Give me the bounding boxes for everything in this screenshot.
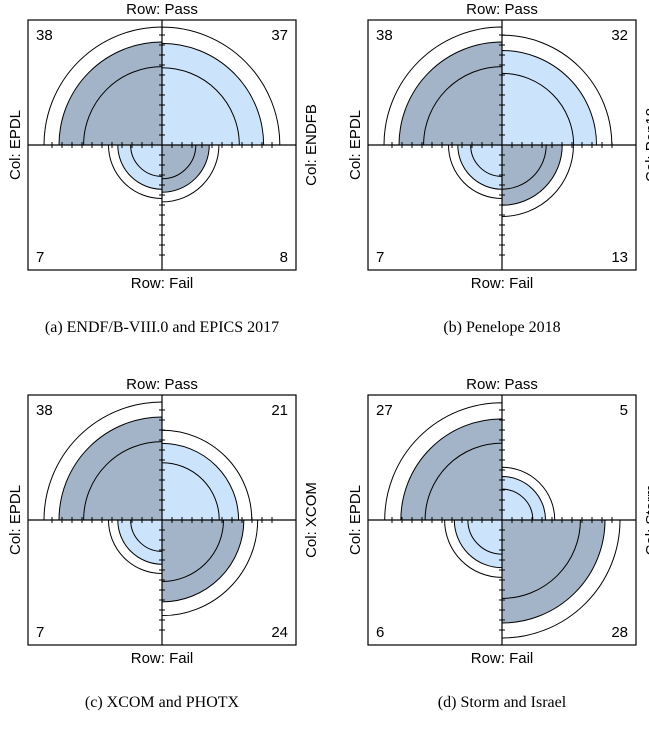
confidence-ring-inner <box>424 442 503 521</box>
fourfold-panel-1: 38 37 7 8 Row: Pass Row: Fail Col: EPDL Col: EN… <box>7 1 320 336</box>
count-top-right: 37 <box>271 27 288 44</box>
cell-sector-top-left <box>58 416 163 521</box>
left-column-label: Col: EPDL <box>7 110 24 180</box>
right-column-label: Col: ENDFB <box>303 104 320 186</box>
cell-sector-top-right <box>161 442 240 521</box>
right-column-label: Col: Storm <box>643 485 649 556</box>
count-top-left: 27 <box>376 402 393 419</box>
cell-sector-top-right <box>161 42 265 146</box>
count-top-left: 38 <box>36 27 53 44</box>
count-bottom-right: 13 <box>611 249 628 266</box>
count-top-right: 5 <box>620 402 628 419</box>
count-bottom-right: 24 <box>271 624 288 641</box>
panel-caption: (d) Storm and Israel <box>438 694 567 711</box>
cell-sector-bottom-right <box>501 144 563 206</box>
left-column-label: Col: EPDL <box>347 110 364 180</box>
row-pass-label: Row: Pass <box>466 376 538 393</box>
confidence-ring-inner <box>83 66 163 146</box>
count-bottom-left: 6 <box>376 624 384 641</box>
confidence-ring-inner <box>423 66 503 146</box>
count-top-right: 21 <box>271 402 288 419</box>
confidence-ring-inner <box>161 67 240 146</box>
row-fail-label: Row: Fail <box>471 275 534 292</box>
confidence-ring-inner <box>130 519 163 552</box>
confidence-ring-inner <box>161 519 224 582</box>
row-fail-label: Row: Fail <box>131 650 194 667</box>
row-fail-label: Row: Fail <box>471 650 534 667</box>
cell-sector-top-left <box>58 41 163 146</box>
confidence-ring-inner <box>501 488 534 521</box>
confidence-ring-inner <box>501 72 575 146</box>
cell-sector-bottom-right <box>161 519 245 603</box>
left-column-label: Col: EPDL <box>7 485 24 555</box>
row-pass-label: Row: Pass <box>126 1 198 18</box>
count-bottom-left: 7 <box>36 624 44 641</box>
cell-sector-top-left <box>398 41 503 146</box>
fourfold-panel-4: 27 5 6 28 Row: Pass Row: Fail Col: EPDL Col: St… <box>347 376 649 711</box>
confidence-ring-inner <box>83 441 163 521</box>
confidence-ring-inner <box>501 144 547 190</box>
confidence-ring-inner <box>161 144 197 180</box>
count-bottom-left: 7 <box>376 249 384 266</box>
panel-caption: (c) XCOM and PHOTX <box>85 694 240 711</box>
fourfold-panel-3: 38 21 7 24 Row: Pass Row: Fail Col: EPDL Col: X… <box>7 376 320 711</box>
cell-sector-top-right <box>501 49 598 146</box>
count-top-left: 38 <box>376 27 393 44</box>
count-bottom-right: 8 <box>280 249 288 266</box>
count-top-left: 38 <box>36 402 53 419</box>
row-fail-label: Row: Fail <box>131 275 194 292</box>
confidence-ring-inner <box>470 144 503 177</box>
panel-caption: (b) Penelope 2018 <box>443 319 560 336</box>
fourfold-panel-2: 38 32 7 13 Row: Pass Row: Fail Col: EPDL Col: P… <box>347 1 649 336</box>
cell-sector-bottom-right <box>501 519 606 624</box>
confidence-ring-inner <box>467 519 503 555</box>
right-column-label: Col: Pen18 <box>643 108 649 182</box>
cell-sector-top-left <box>400 418 503 521</box>
count-bottom-right: 28 <box>611 624 628 641</box>
row-pass-label: Row: Pass <box>126 376 198 393</box>
count-top-right: 32 <box>611 27 628 44</box>
confidence-ring-inner <box>130 144 163 177</box>
panel-caption: (a) ENDF/B-VIII.0 and EPICS 2017 <box>45 319 279 336</box>
row-pass-label: Row: Pass <box>466 1 538 18</box>
confidence-ring-inner <box>501 519 581 599</box>
right-column-label: Col: XCOM <box>303 482 320 558</box>
left-column-label: Col: EPDL <box>347 485 364 555</box>
confidence-ring-inner <box>161 462 220 521</box>
count-bottom-left: 7 <box>36 249 44 266</box>
